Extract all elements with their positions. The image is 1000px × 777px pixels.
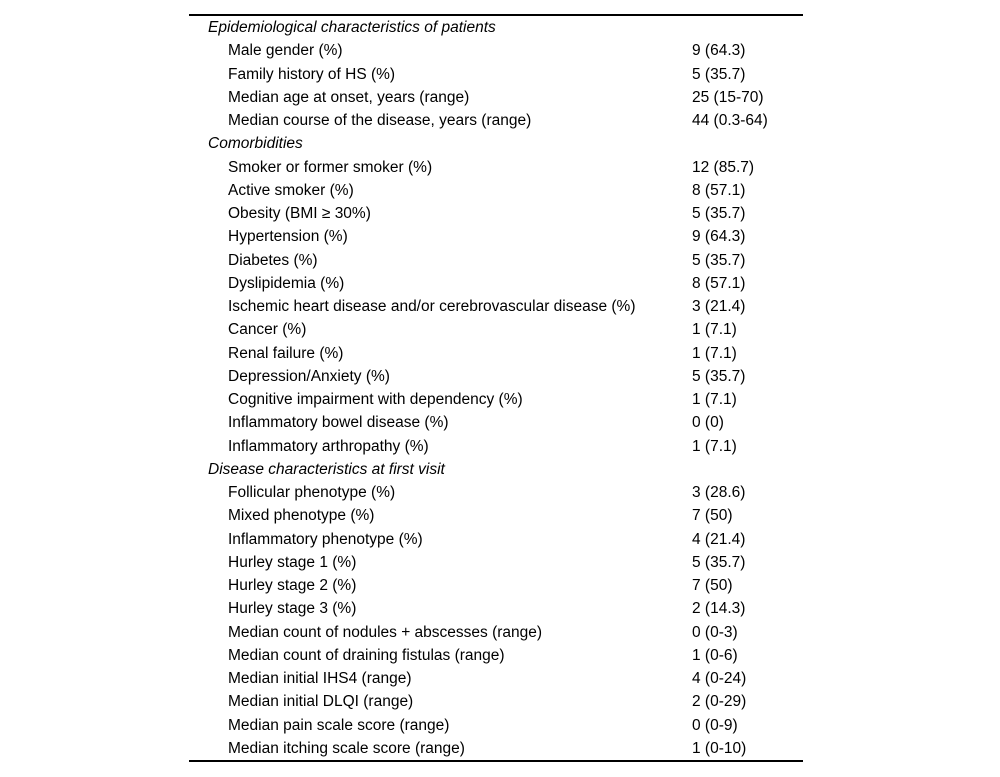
row-value: 8 (57.1) <box>692 274 746 292</box>
table-row: Mixed phenotype (%) 7 (50) <box>189 504 803 527</box>
row-label: Dyslipidemia (%) <box>228 274 345 292</box>
table-row: Cognitive impairment with dependency (%)… <box>189 388 803 411</box>
row-label: Hypertension (%) <box>228 228 348 246</box>
row-value: 2 (14.3) <box>692 600 746 618</box>
row-value: 4 (21.4) <box>692 530 746 548</box>
row-value: 5 (35.7) <box>692 205 746 222</box>
row-label: Cognitive impairment with dependency (%) <box>228 391 523 408</box>
row-label: Inflammatory arthropathy (%) <box>228 437 429 455</box>
row-value: 1 (7.1) <box>692 391 737 408</box>
table-row: Hurley stage 2 (%) 7 (50) <box>189 574 803 597</box>
row-label: Median initial IHS4 (range) <box>228 670 412 687</box>
patient-characteristics-table: Epidemiological characteristics of patie… <box>189 14 803 762</box>
table-row: Median count of draining fistulas (range… <box>189 644 803 667</box>
table-row: Inflammatory phenotype (%) 4 (21.4) <box>189 528 803 551</box>
table-row: Obesity (BMI ≥ 30%) 5 (35.7) <box>189 202 803 225</box>
row-value: 1 (7.1) <box>692 344 737 362</box>
section-header-label: Disease characteristics at first visit <box>208 460 445 478</box>
section-header-comorbidities: Comorbidities <box>189 132 803 155</box>
row-value: 5 (35.7) <box>692 251 746 269</box>
table-row: Hypertension (%) 9 (64.3) <box>189 225 803 248</box>
row-value: 1 (0-10) <box>692 739 747 757</box>
row-label: Median count of draining fistulas (range… <box>228 646 505 664</box>
row-label: Cancer (%) <box>228 321 307 339</box>
row-value: 1 (7.1) <box>692 321 737 339</box>
row-label: Mixed phenotype (%) <box>228 507 375 525</box>
row-value: 3 (28.6) <box>692 484 746 501</box>
row-value: 4 (0-24) <box>692 670 747 687</box>
row-label: Median course of the disease, years (ran… <box>228 112 532 129</box>
row-value: 0 (0) <box>692 414 724 432</box>
table-row: Median initial DLQI (range) 2 (0-29) <box>189 690 803 713</box>
row-label: Follicular phenotype (%) <box>228 484 396 501</box>
row-label: Hurley stage 1 (%) <box>228 553 357 571</box>
section-header-label: Epidemiological characteristics of patie… <box>208 19 496 36</box>
row-label: Obesity (BMI ≥ 30%) <box>228 205 371 222</box>
row-value: 0 (0-3) <box>692 623 738 641</box>
row-label: Active smoker (%) <box>228 181 354 199</box>
table-row: Male gender (%) 9 (64.3) <box>189 39 803 62</box>
table-row: Hurley stage 3 (%) 2 (14.3) <box>189 597 803 620</box>
row-value: 1 (7.1) <box>692 437 737 455</box>
row-value: 12 (85.7) <box>692 158 755 176</box>
table-row: Active smoker (%) 8 (57.1) <box>189 179 803 202</box>
table-row: Follicular phenotype (%) 3 (28.6) <box>189 481 803 504</box>
row-value: 9 (64.3) <box>692 228 746 246</box>
row-value: 44 (0.3-64) <box>692 112 768 129</box>
row-label: Median count of nodules + abscesses (ran… <box>228 623 543 641</box>
table-row: Ischemic heart disease and/or cerebrovas… <box>189 295 803 318</box>
row-value: 7 (50) <box>692 507 733 525</box>
row-label: Inflammatory phenotype (%) <box>228 530 423 548</box>
row-label: Smoker or former smoker (%) <box>228 158 433 176</box>
table-row: Median itching scale score (range) 1 (0-… <box>189 737 803 760</box>
row-label: Family history of HS (%) <box>228 65 396 83</box>
row-label: Diabetes (%) <box>228 251 318 269</box>
table-row: Median pain scale score (range) 0 (0-9) <box>189 714 803 737</box>
table-row: Median age at onset, years (range) 25 (1… <box>189 86 803 109</box>
row-label: Median itching scale score (range) <box>228 739 465 757</box>
row-value: 5 (35.7) <box>692 553 746 571</box>
row-value: 8 (57.1) <box>692 181 746 199</box>
row-label: Hurley stage 3 (%) <box>228 600 357 618</box>
table-row: Dyslipidemia (%) 8 (57.1) <box>189 272 803 295</box>
row-value: 5 (35.7) <box>692 65 746 83</box>
row-label: Depression/Anxiety (%) <box>228 367 390 385</box>
table-row: Median course of the disease, years (ran… <box>189 109 803 132</box>
table-row: Median initial IHS4 (range) 4 (0-24) <box>189 667 803 690</box>
table-row: Hurley stage 1 (%) 5 (35.7) <box>189 551 803 574</box>
row-label: Renal failure (%) <box>228 344 344 362</box>
row-value: 0 (0-9) <box>692 716 738 734</box>
row-value: 5 (35.7) <box>692 367 746 385</box>
row-value: 25 (15-70) <box>692 88 764 106</box>
row-label: Median pain scale score (range) <box>228 716 450 734</box>
row-value: 3 (21.4) <box>692 298 746 315</box>
row-value: 1 (0-6) <box>692 646 738 664</box>
table-row: Family history of HS (%) 5 (35.7) <box>189 63 803 86</box>
row-value: 2 (0-29) <box>692 693 747 711</box>
table-row: Depression/Anxiety (%) 5 (35.7) <box>189 365 803 388</box>
section-header-disease-characteristics: Disease characteristics at first visit <box>189 458 803 481</box>
table-row: Cancer (%) 1 (7.1) <box>189 318 803 341</box>
table-row: Inflammatory bowel disease (%) 0 (0) <box>189 411 803 434</box>
row-value: 9 (64.3) <box>692 42 746 60</box>
row-label: Male gender (%) <box>228 42 343 60</box>
section-header-label: Comorbidities <box>208 135 303 153</box>
table-row: Diabetes (%) 5 (35.7) <box>189 249 803 272</box>
row-label: Median age at onset, years (range) <box>228 88 470 106</box>
row-label: Ischemic heart disease and/or cerebrovas… <box>228 298 636 315</box>
row-label: Hurley stage 2 (%) <box>228 577 357 594</box>
table-row: Median count of nodules + abscesses (ran… <box>189 621 803 644</box>
row-value: 7 (50) <box>692 577 733 594</box>
section-header-epidemiological: Epidemiological characteristics of patie… <box>189 16 803 39</box>
row-label: Median initial DLQI (range) <box>228 693 414 711</box>
row-label: Inflammatory bowel disease (%) <box>228 414 449 432</box>
table-row: Smoker or former smoker (%) 12 (85.7) <box>189 156 803 179</box>
table-row: Inflammatory arthropathy (%) 1 (7.1) <box>189 435 803 458</box>
table-row: Renal failure (%) 1 (7.1) <box>189 342 803 365</box>
